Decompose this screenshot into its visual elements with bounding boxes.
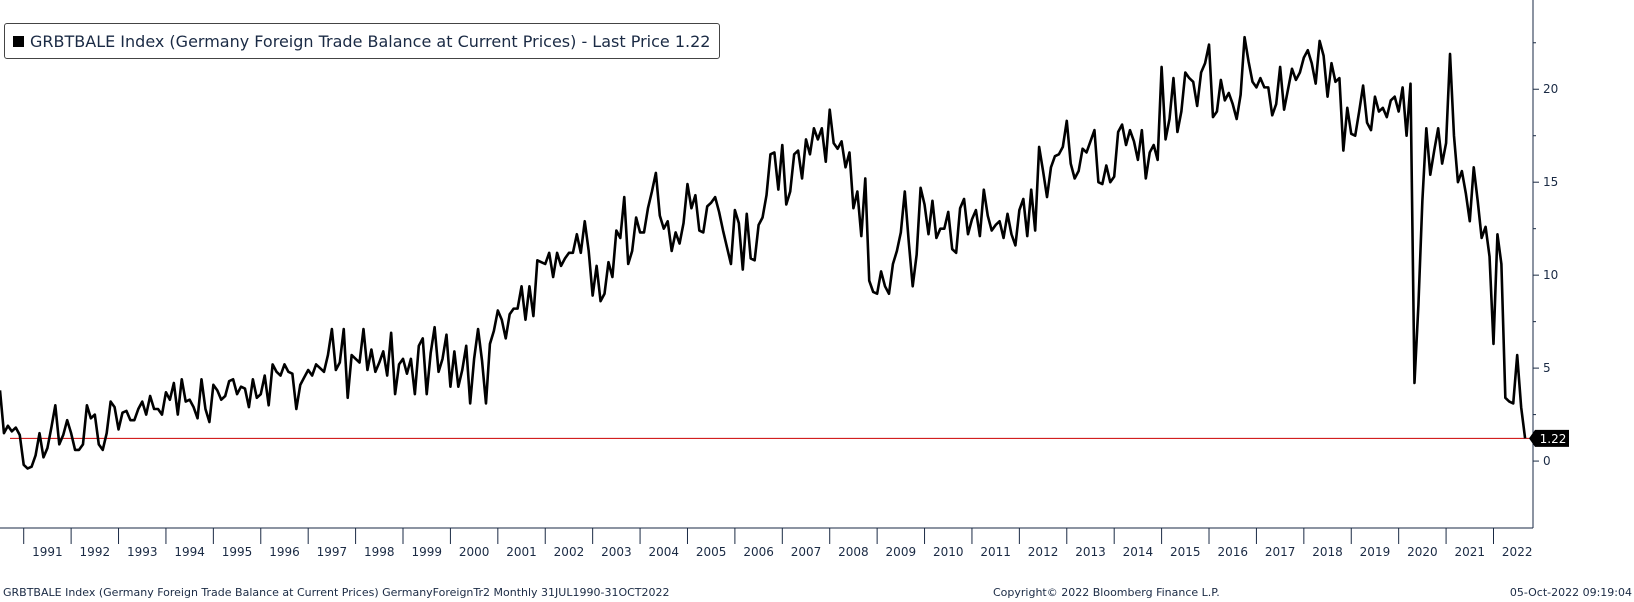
- x-tick-label: 2006: [743, 545, 774, 559]
- y-tick-label: 10: [1543, 268, 1558, 282]
- x-tick-label: 2014: [1123, 545, 1154, 559]
- legend-swatch-icon: [13, 35, 24, 47]
- footer-series-info: GRBTBALE Index (Germany Foreign Trade Ba…: [3, 586, 670, 599]
- footer-timestamp: 05-Oct-2022 09:19:04: [1509, 586, 1632, 599]
- x-tick-label: 1996: [269, 545, 300, 559]
- x-tick-label: 1991: [32, 545, 63, 559]
- x-tick-label: 2019: [1360, 545, 1391, 559]
- x-tick-label: 2018: [1312, 545, 1343, 559]
- x-tick-label: 2007: [791, 545, 822, 559]
- x-tick-label: 1994: [174, 545, 205, 559]
- x-tick-label: 1992: [80, 545, 111, 559]
- x-tick-label: 2011: [980, 545, 1011, 559]
- x-tick-label: 2016: [1217, 545, 1248, 559]
- y-tick-label: 5: [1543, 361, 1551, 375]
- legend: GRBTBALE Index (Germany Foreign Trade Ba…: [4, 23, 721, 59]
- x-tick-label: 2004: [648, 545, 679, 559]
- x-tick-label: 2000: [459, 545, 490, 559]
- x-tick-label: 2002: [554, 545, 585, 559]
- footer-copyright: Copyright© 2022 Bloomberg Finance L.P.: [993, 586, 1220, 599]
- x-tick-label: 2008: [838, 545, 869, 559]
- last-price-label: 1.22: [1540, 432, 1567, 446]
- y-tick-label: 15: [1543, 175, 1558, 189]
- plot-area: 0 5 10 15 20 1991 1992 1993 1994 1995 1996 1997 1998…: [0, 0, 1569, 559]
- x-tick-label: 1995: [222, 545, 253, 559]
- y-tick-label: 20: [1543, 82, 1558, 96]
- x-tick-label: 1999: [411, 545, 442, 559]
- x-tick-label: 2001: [506, 545, 537, 559]
- x-tick-label: 2022: [1502, 545, 1533, 559]
- x-tick-label: 2021: [1455, 545, 1486, 559]
- x-tick-label: 2020: [1407, 545, 1438, 559]
- last-price-tag: [1529, 429, 1569, 447]
- x-tick-label: 2005: [696, 545, 727, 559]
- x-tick-label: 2012: [1028, 545, 1059, 559]
- x-tick-label: 2003: [601, 545, 632, 559]
- series-line: [0, 35, 1527, 470]
- x-tick-label: 1998: [364, 545, 395, 559]
- x-tick-label: 2017: [1265, 545, 1296, 559]
- x-tick-label: 1997: [317, 545, 348, 559]
- legend-label: GRBTBALE Index (Germany Foreign Trade Ba…: [30, 31, 711, 51]
- x-tick-label: 1993: [127, 545, 158, 559]
- x-tick-label: 2013: [1075, 545, 1106, 559]
- y-tick-label: 0: [1543, 454, 1551, 468]
- x-tick-label: 2010: [933, 545, 964, 559]
- x-tick-label: 2015: [1170, 545, 1201, 559]
- x-tick-label: 2009: [886, 545, 917, 559]
